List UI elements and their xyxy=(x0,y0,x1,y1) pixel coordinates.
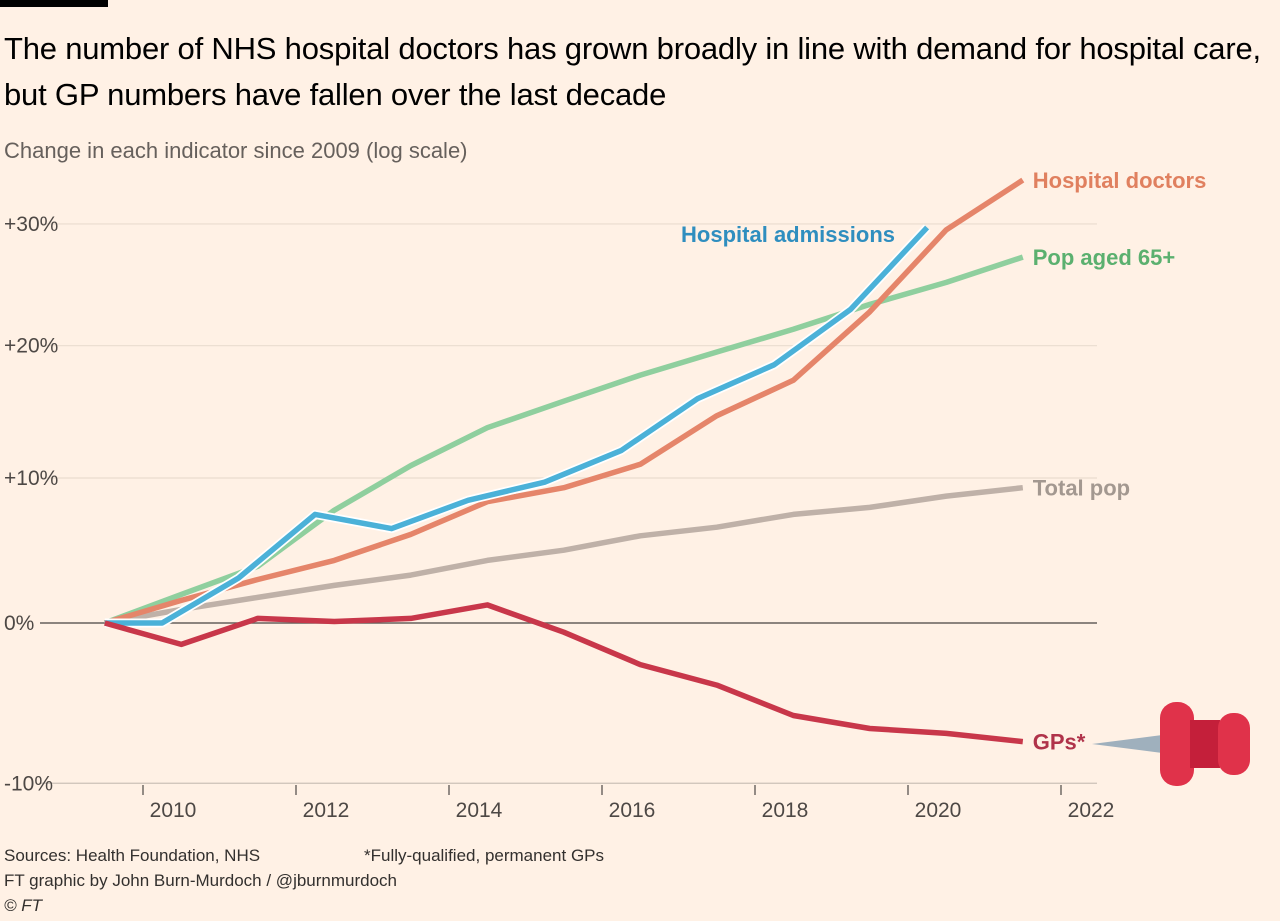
x-tick-label: 2022 xyxy=(1068,799,1115,822)
series-label-hospital-admissions: Hospital admissions xyxy=(681,222,895,247)
footnote: *Fully-qualified, permanent GPs xyxy=(364,846,605,865)
series-label-total-pop: Total pop xyxy=(1033,476,1130,501)
y-tick-label: -10% xyxy=(4,772,53,795)
series-line-hospital-admissions xyxy=(104,225,930,626)
x-tick-label: 2018 xyxy=(762,799,809,822)
series-lines xyxy=(103,177,1025,745)
y-tick-label: +10% xyxy=(4,467,58,490)
series-label-hospital-doctors: Hospital doctors xyxy=(1033,168,1207,193)
series-label-gps: GPs* xyxy=(1033,730,1086,755)
series-labels: Total pop Pop aged 65+ Hospital doctors Hos… xyxy=(681,168,1206,754)
series-label-pop-aged-65: Pop aged 65+ xyxy=(1033,245,1175,270)
gridlines xyxy=(40,223,1097,784)
x-tick-label: 2014 xyxy=(456,799,503,822)
x-axis-ticks: 2010 2012 2014 2016 2018 2020 2022 xyxy=(142,785,1115,822)
series-line-pop-aged-65 xyxy=(103,254,1024,626)
y-tick-label: +30% xyxy=(4,213,58,236)
sources-note: Sources: Health Foundation, NHS xyxy=(4,846,261,865)
pushpin-icon xyxy=(1092,702,1250,786)
y-tick-label: 0% xyxy=(4,612,34,635)
x-tick-label: 2012 xyxy=(303,799,350,822)
chart-subtitle: Change in each indicator since 2009 (log… xyxy=(4,138,468,163)
y-axis-ticks: +30% +20% +10% 0% -10% xyxy=(4,213,58,795)
series-halo-hospital-admissions xyxy=(104,224,931,628)
series-line-gps xyxy=(104,602,1024,745)
chart-title: The number of NHS hospital doctors has g… xyxy=(4,31,1261,112)
y-tick-label: +20% xyxy=(4,335,58,358)
x-tick-label: 2016 xyxy=(609,799,656,822)
credit: FT graphic by John Burn-Murdoch / @jburn… xyxy=(4,871,398,890)
series-line-total-pop xyxy=(104,484,1024,626)
x-tick-label: 2020 xyxy=(915,799,962,822)
x-tick-label: 2010 xyxy=(150,799,197,822)
ft-brand-bar xyxy=(0,0,108,7)
copyright: © FT xyxy=(4,896,43,915)
